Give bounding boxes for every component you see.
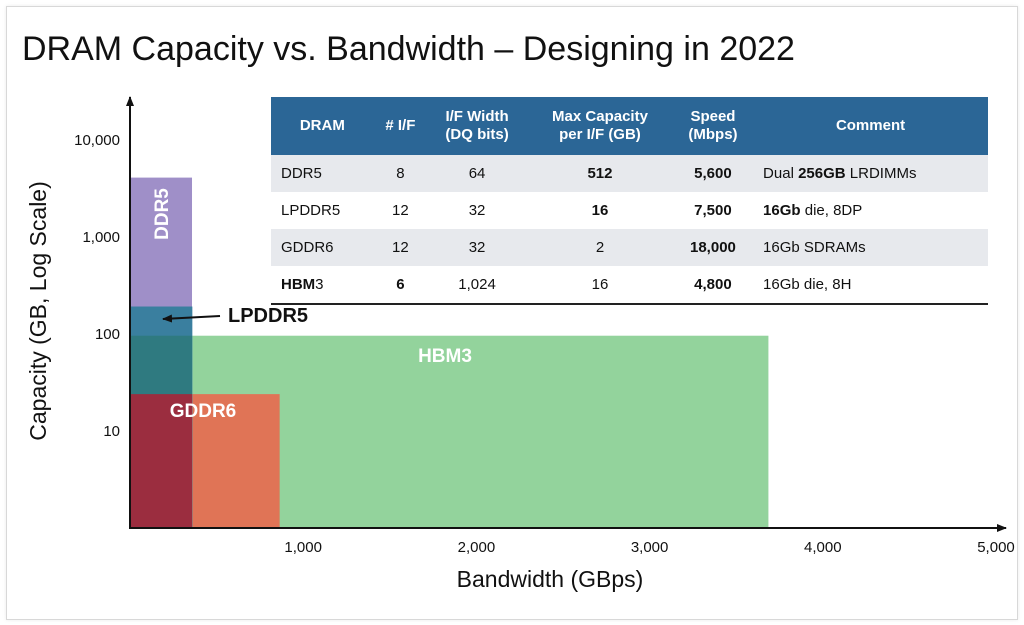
table-header-row: DRAM # I/F I/F Width (DQ bits) Max Capacity p… <box>271 97 988 155</box>
column-header-line: DRAM <box>299 117 345 134</box>
region-label-ddr5: DDR5 <box>152 188 173 240</box>
slide-title: DRAM Capacity vs. Bandwidth – Designing … <box>22 30 795 68</box>
column-header-line: per I/F (GB) <box>559 126 641 143</box>
cell-text: 16Gb die, 8H <box>763 276 852 293</box>
column-header: Max Capacity per I/F (GB) <box>527 97 673 155</box>
cell-text: 5,600 <box>694 165 732 182</box>
column-header: DRAM <box>271 97 374 155</box>
cell-text: 64 <box>468 165 486 182</box>
column-header: Comment <box>753 97 988 155</box>
table-cell: 6 <box>373 266 428 305</box>
y-tick-label: 1,000 <box>82 229 120 246</box>
cell-text: LPDDR5 <box>281 202 341 219</box>
cell-text: HBM <box>281 276 316 293</box>
column-header: # I/F <box>373 97 428 155</box>
column-header-line: Speed <box>690 108 736 125</box>
cell-text: 256GB <box>798 165 846 182</box>
cell-text: 16 <box>591 202 609 219</box>
table-cell: 4,800 <box>672 266 754 305</box>
x-tick-label: 5,000 <box>977 539 1015 556</box>
x-tick-label: 1,000 <box>284 539 322 556</box>
table-row: HBM3 6 1,024 16 4,800 16Gb die, 8H <box>271 266 988 305</box>
y-tick-label: 10 <box>103 423 120 440</box>
table-cell: 5,600 <box>672 155 754 192</box>
region-label-hbm3: HBM3 <box>418 346 472 367</box>
x-axis-label: Bandwidth (GBps) <box>457 566 644 592</box>
column-header-line: (Mbps) <box>688 126 738 143</box>
table-cell: 16 <box>527 192 673 229</box>
cell-text: GDDR6 <box>281 239 334 256</box>
table-cell: 12 <box>373 192 428 229</box>
cell-text: LRDIMMs <box>845 165 917 182</box>
cell-text: 18,000 <box>690 239 736 256</box>
table-cell: 16Gb die, 8DP <box>753 192 988 229</box>
x-tick-label: 3,000 <box>631 539 669 556</box>
table-cell: 64 <box>427 155 528 192</box>
table-row: GDDR6 12 32 2 18,000 16Gb SDRAMs <box>271 229 988 266</box>
table-cell: 32 <box>427 229 528 266</box>
cell-text: 32 <box>468 202 486 219</box>
region-overlap-1 <box>130 394 193 528</box>
table-row: DDR5 8 64 512 5,600 Dual 256GB LRDIMMs <box>271 155 988 192</box>
table-cell: 8 <box>373 155 428 192</box>
y-tick-label: 10,000 <box>74 132 120 149</box>
dram-spec-table: DRAM # I/F I/F Width (DQ bits) Max Capacity p… <box>271 97 988 305</box>
region-label-gddr6: GDDR6 <box>170 401 237 422</box>
table-cell: 16 <box>527 266 673 305</box>
table-cell: LPDDR5 <box>271 192 374 229</box>
x-tick-label: 2,000 <box>458 539 496 556</box>
cell-text: 7,500 <box>694 202 732 219</box>
column-header-line: # I/F <box>385 117 416 134</box>
table-cell: 16Gb SDRAMs <box>753 229 988 266</box>
table-cell: 32 <box>427 192 528 229</box>
table-cell: Dual 256GB LRDIMMs <box>753 155 988 192</box>
cell-text: 12 <box>392 202 409 219</box>
cell-text: Dual <box>763 165 799 182</box>
table-cell: HBM3 <box>271 266 374 305</box>
cell-text: 12 <box>392 239 409 256</box>
cell-text: 2 <box>595 239 605 256</box>
y-tick-label: 100 <box>95 326 120 343</box>
cell-text: 16 <box>591 276 609 293</box>
cell-text: 1,024 <box>458 276 496 293</box>
table-row: LPDDR5 12 32 16 7,500 16Gb die, 8DP <box>271 192 988 229</box>
column-header: I/F Width (DQ bits) <box>427 97 528 155</box>
table-cell: 18,000 <box>672 229 754 266</box>
table-cell: DDR5 <box>271 155 374 192</box>
column-header-line: Max Capacity <box>552 108 648 125</box>
cell-text: 16Gb SDRAMs <box>763 239 866 256</box>
lpddr5-pointer-arrow <box>162 314 221 323</box>
x-tick-label: 4,000 <box>804 539 842 556</box>
cell-text: die, 8DP <box>800 202 863 219</box>
cell-text: 4,800 <box>694 276 732 293</box>
table-cell: 16Gb die, 8H <box>753 266 988 305</box>
column-header-line: Comment <box>835 117 906 134</box>
table-cell: 1,024 <box>427 266 528 305</box>
table-cell: 2 <box>527 229 673 266</box>
table-cell: 512 <box>527 155 673 192</box>
y-axis-label: Capacity (GB, Log Scale) <box>25 181 51 441</box>
cell-text: 16Gb <box>763 202 801 219</box>
cell-text: 32 <box>468 239 486 256</box>
cell-text: 3 <box>315 276 324 293</box>
cell-text: DDR5 <box>281 165 322 182</box>
table-cell: 12 <box>373 229 428 266</box>
cell-text: 512 <box>587 165 613 182</box>
column-header-line: (DQ bits) <box>445 126 509 143</box>
region-label-lpddr5: LPDDR5 <box>228 305 308 327</box>
cell-text: 8 <box>396 165 405 182</box>
table-cell: 7,500 <box>672 192 754 229</box>
table-cell: GDDR6 <box>271 229 374 266</box>
column-header: Speed (Mbps) <box>672 97 754 155</box>
column-header-line: I/F Width <box>445 108 509 125</box>
cell-text: 6 <box>396 276 405 293</box>
